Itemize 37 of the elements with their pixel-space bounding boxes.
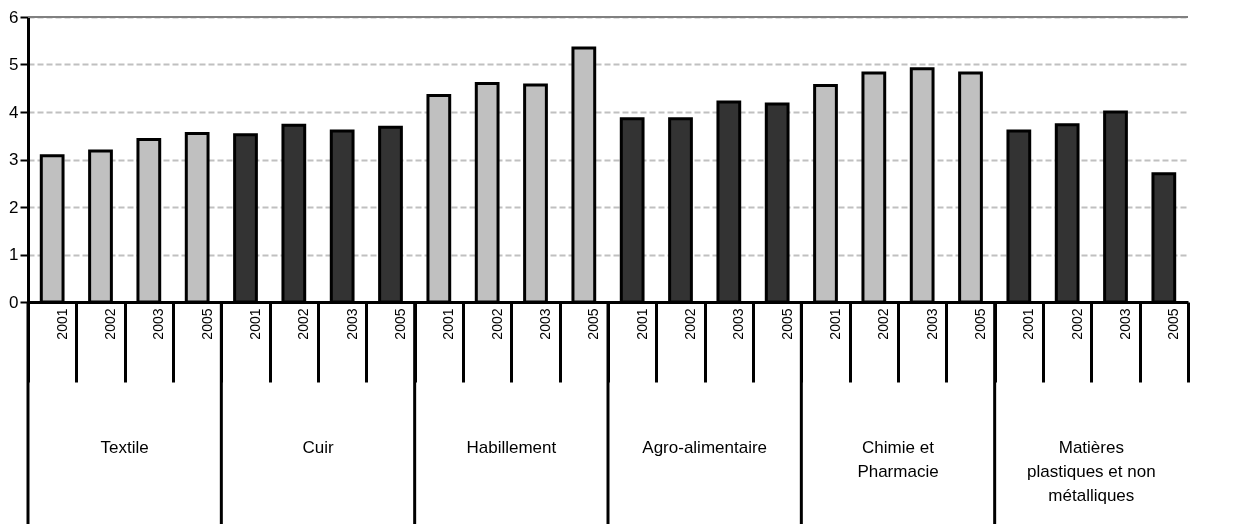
text: Chimie et Pharmacie xyxy=(857,438,939,481)
y-tick-label: 6 xyxy=(9,7,19,27)
x-tick-label: 2003 xyxy=(343,308,360,340)
x-tick-label: 2002 xyxy=(488,308,505,340)
x-tick-label: 2003 xyxy=(1117,308,1133,340)
x-tick-label: 2005 xyxy=(778,308,795,340)
text: Cuir xyxy=(302,438,334,457)
x-tick-label: 2003 xyxy=(730,308,747,340)
x-tick-label: 2002 xyxy=(682,308,698,340)
x-tick-label: 2002 xyxy=(1068,308,1085,340)
text: Agro-alimentaire xyxy=(642,438,768,457)
y-tick-label: 3 xyxy=(9,150,19,169)
x-tick-label: 2005 xyxy=(585,308,602,340)
x-tick-label: 2002 xyxy=(102,308,118,340)
text: Textile xyxy=(100,438,149,457)
x-tick-label: 2001 xyxy=(440,308,457,340)
x-tick-label: 2001 xyxy=(633,308,650,340)
y-tick-label: 0 xyxy=(9,292,19,312)
x-tick-label: 2001 xyxy=(247,308,263,340)
text: Matières plastiques et non métalliques xyxy=(1027,438,1156,505)
x-tick-label: 2001 xyxy=(53,308,70,340)
y-tick-label: 2 xyxy=(9,197,19,217)
x-tick-label: 2003 xyxy=(537,308,553,340)
y-tick-label: 4 xyxy=(9,102,19,122)
x-tick-label: 2002 xyxy=(295,308,312,340)
x-tick-label: 2005 xyxy=(972,308,988,340)
x-tick-label: 2005 xyxy=(392,308,408,340)
y-tick-label: 5 xyxy=(9,55,19,74)
x-tick-label: 2005 xyxy=(1165,308,1182,340)
x-tick-label: 2001 xyxy=(827,308,843,340)
y-tick-label: 1 xyxy=(9,245,19,264)
text: Habillement xyxy=(466,438,557,457)
x-tick-label: 2003 xyxy=(923,308,940,340)
x-tick-label: 2002 xyxy=(875,308,892,340)
x-tick-label: 2001 xyxy=(1020,308,1037,340)
x-tick-label: 2003 xyxy=(150,308,167,340)
x-tick-label: 2005 xyxy=(198,308,215,340)
